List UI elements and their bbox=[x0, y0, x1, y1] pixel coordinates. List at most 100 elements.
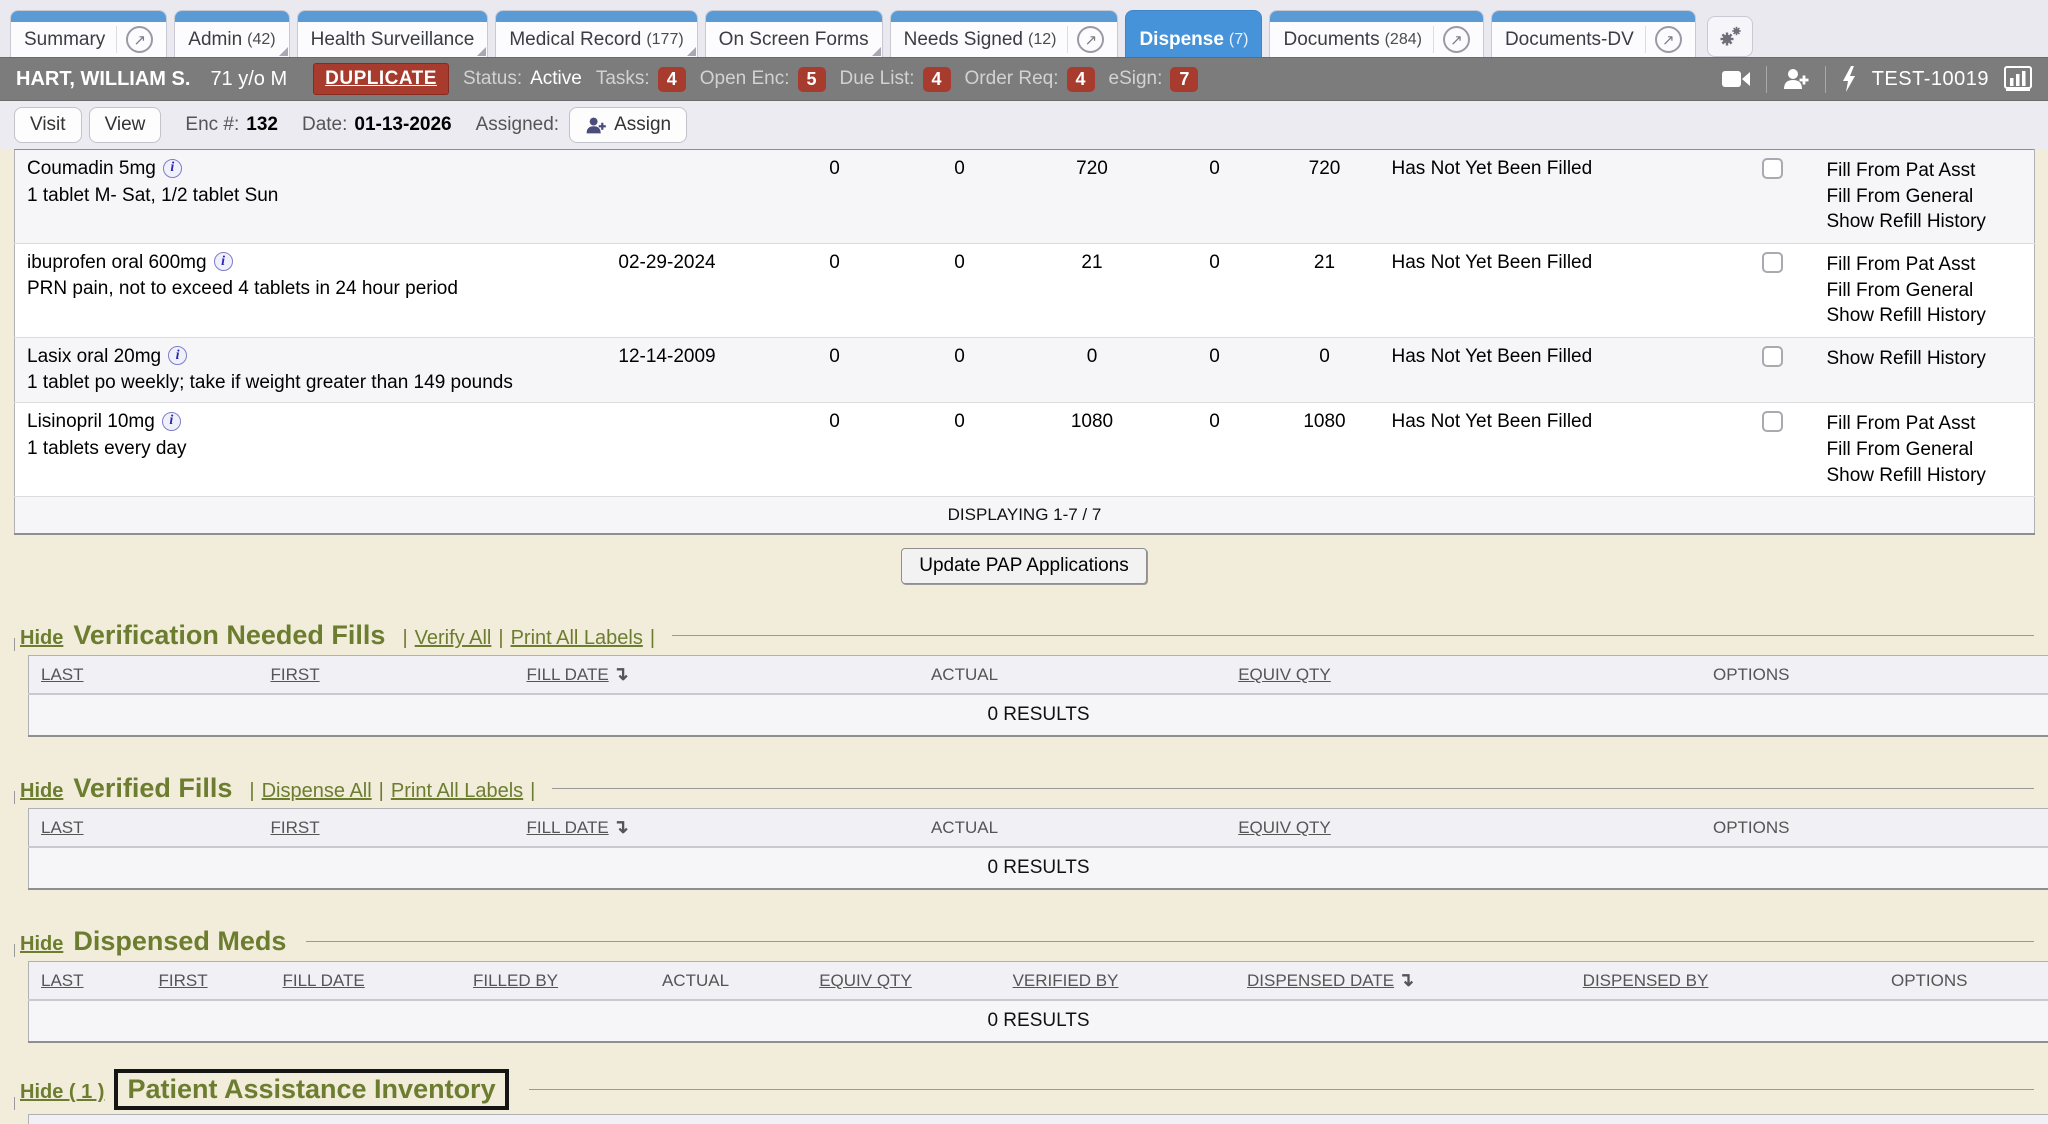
patient-age-sex: 71 y/o M bbox=[210, 67, 288, 90]
fill-from-pat-asst-link[interactable]: Fill From Pat Asst bbox=[1826, 160, 1976, 181]
column-header-last[interactable]: LAST bbox=[28, 655, 259, 696]
show-refill-history-link[interactable]: Show Refill History bbox=[1826, 464, 1986, 486]
tab-count: (284) bbox=[1384, 30, 1422, 48]
column-header-fill-date[interactable]: FILL DATE ↴ bbox=[514, 808, 815, 849]
encounter-toolbar: Visit View Enc #: 132 Date: 01-13-2026 A… bbox=[0, 101, 2048, 149]
visit-button[interactable]: Visit bbox=[14, 107, 82, 143]
tab-documents-dv[interactable]: Documents-DV ↗ bbox=[1490, 10, 1696, 57]
column-header-first[interactable]: FIRST bbox=[258, 655, 515, 696]
add-user-icon[interactable] bbox=[1782, 67, 1810, 91]
med-checkbox[interactable] bbox=[1761, 345, 1783, 367]
due-list-count-badge[interactable]: 4 bbox=[922, 66, 951, 92]
patient-name: HART, WILLIAM S. bbox=[16, 67, 191, 90]
duplicate-badge[interactable]: DUPLICATE bbox=[313, 63, 449, 95]
popout-icon[interactable]: ↗ bbox=[126, 26, 154, 53]
med-checkbox[interactable] bbox=[1761, 251, 1783, 273]
column-header-last[interactable]: LAST bbox=[122, 1114, 205, 1124]
lightning-icon[interactable] bbox=[1841, 66, 1857, 92]
print-all-labels-link[interactable]: Print All Labels bbox=[390, 780, 524, 803]
tab-documents[interactable]: Documents (284) ↗ bbox=[1269, 10, 1484, 57]
view-button[interactable]: View bbox=[88, 107, 162, 143]
tab-needs-signed[interactable]: Needs Signed (12) ↗ bbox=[889, 10, 1119, 57]
tab-summary[interactable]: Summary ↗ bbox=[10, 10, 168, 57]
hide-link[interactable]: Hide bbox=[20, 780, 64, 803]
column-header-first[interactable]: FIRST bbox=[258, 808, 515, 849]
show-refill-history-link[interactable]: Show Refill History bbox=[1826, 305, 1986, 327]
tab-on-screen-forms[interactable]: On Screen Forms bbox=[704, 10, 883, 57]
column-header-last[interactable]: LAST bbox=[28, 961, 147, 1002]
med-qty: 0 bbox=[774, 402, 895, 497]
column-header-mi[interactable]: MI bbox=[296, 1114, 349, 1124]
hide-link[interactable]: Hide bbox=[20, 627, 64, 650]
tab-health-surveillance[interactable]: Health Surveillance bbox=[296, 10, 489, 57]
esign-count-badge[interactable]: 7 bbox=[1170, 66, 1199, 92]
tab-settings-button[interactable] bbox=[1706, 16, 1753, 57]
verification-needed-fills-table: LAST FIRST FILL DATE ↴ ACTUAL EQUIV QTY O… bbox=[28, 655, 2048, 738]
fill-from-pat-asst-link[interactable]: Fill From Pat Asst bbox=[1826, 413, 1976, 435]
popout-icon[interactable]: ↗ bbox=[1654, 26, 1682, 53]
column-header-inv-id[interactable]: INV ID bbox=[28, 1114, 123, 1124]
column-header-equiv-qty[interactable]: EQUIV QTY bbox=[1114, 655, 1455, 696]
med-checkbox[interactable] bbox=[1761, 411, 1783, 433]
column-header-equiv-qty[interactable]: EQUIV QTY bbox=[780, 961, 951, 1002]
column-header-actual: ACTUAL bbox=[610, 961, 781, 1002]
hide-link[interactable]: Hide ( 1 ) bbox=[20, 1081, 105, 1104]
show-refill-history-link[interactable]: Show Refill History bbox=[1826, 211, 1986, 233]
open-enc-count-badge[interactable]: 5 bbox=[797, 66, 826, 92]
patient-id: TEST-10019 bbox=[1871, 67, 1989, 90]
hide-link[interactable]: Hide bbox=[20, 933, 64, 956]
show-refill-history-link[interactable]: Show Refill History bbox=[1826, 347, 1986, 369]
med-checkbox[interactable] bbox=[1761, 158, 1783, 179]
fill-from-general-link[interactable]: Fill From General bbox=[1826, 185, 1974, 207]
verify-all-link[interactable]: Verify All bbox=[414, 627, 492, 650]
fill-from-general-link[interactable]: Fill From General bbox=[1826, 279, 1974, 301]
separator: | bbox=[378, 780, 384, 803]
column-header-first[interactable]: FIRST bbox=[146, 961, 271, 1002]
fill-from-general-link[interactable]: Fill From General bbox=[1826, 438, 1974, 460]
update-pap-applications-button[interactable]: Update PAP Applications bbox=[901, 548, 1147, 585]
popout-icon[interactable]: ↗ bbox=[1077, 26, 1105, 53]
column-header-dispensed-by[interactable]: DISPENSED BY bbox=[1480, 961, 1811, 1002]
info-icon[interactable]: i bbox=[161, 411, 181, 431]
tab-label: Summary bbox=[24, 28, 106, 50]
column-header-dispensed-date[interactable]: DISPENSED DATE ↴ bbox=[1180, 961, 1481, 1002]
tab-admin[interactable]: Admin (42) bbox=[174, 10, 290, 57]
med-qty: 0 bbox=[894, 402, 1025, 497]
med-qty: 720 bbox=[1269, 149, 1380, 244]
order-req-count-badge[interactable]: 4 bbox=[1066, 66, 1095, 92]
column-header-fill-date[interactable]: FILL DATE ↴ bbox=[514, 655, 815, 696]
column-header-manufacturer[interactable]: MANUFACTURER bbox=[1360, 1114, 1583, 1124]
video-camera-icon[interactable] bbox=[1721, 68, 1751, 90]
tasks-count-badge[interactable]: 4 bbox=[657, 66, 686, 92]
column-header-filled-by[interactable]: FILLED BY bbox=[420, 961, 611, 1002]
column-header-item-name[interactable]: ITEM NAME bbox=[518, 1114, 891, 1124]
tab-divider bbox=[1067, 26, 1069, 53]
popout-icon[interactable]: ↗ bbox=[1442, 26, 1470, 53]
column-header-site[interactable]: SITE bbox=[1165, 1114, 1261, 1124]
column-header-fill-date[interactable]: FILL DATE bbox=[270, 961, 421, 1002]
column-header-first[interactable]: FIRST bbox=[204, 1114, 297, 1124]
info-icon[interactable]: i bbox=[168, 346, 188, 366]
column-header-last[interactable]: LAST bbox=[28, 808, 259, 849]
sort-desc-icon: ↴ bbox=[612, 817, 629, 839]
tab-dispense[interactable]: Dispense (7) bbox=[1125, 10, 1263, 57]
info-icon[interactable]: i bbox=[213, 252, 233, 272]
tab-medical-record[interactable]: Medical Record (177) bbox=[495, 10, 698, 57]
tab-count: (7) bbox=[1228, 30, 1249, 48]
empty-results: 0 RESULTS bbox=[28, 999, 2048, 1043]
chart-icon[interactable] bbox=[2004, 66, 2032, 92]
dispense-all-link[interactable]: Dispense All bbox=[261, 780, 372, 803]
assign-button[interactable]: Assign bbox=[569, 107, 688, 143]
fill-from-pat-asst-link[interactable]: Fill From Pat Asst bbox=[1826, 253, 1976, 275]
med-qty: 0 bbox=[1159, 149, 1270, 244]
med-qty: 720 bbox=[1024, 149, 1160, 244]
med-date bbox=[559, 402, 775, 497]
column-header-lot[interactable]: LOT bbox=[1260, 1114, 1361, 1124]
print-all-labels-link[interactable]: Print All Labels bbox=[510, 627, 643, 650]
info-icon[interactable]: i bbox=[162, 158, 182, 178]
column-header-expiration-date[interactable]: EXPIRATION DATE bbox=[1582, 1114, 1818, 1124]
column-header-verified-by[interactable]: VERIFIED BY bbox=[950, 961, 1181, 1002]
column-header-qty[interactable]: QTY bbox=[890, 1114, 966, 1124]
column-header-equiv-qty[interactable]: EQUIV QTY bbox=[1114, 808, 1455, 849]
med-row: ibuprofen oral 600mg i PRN pain, not to e… bbox=[14, 242, 2035, 338]
